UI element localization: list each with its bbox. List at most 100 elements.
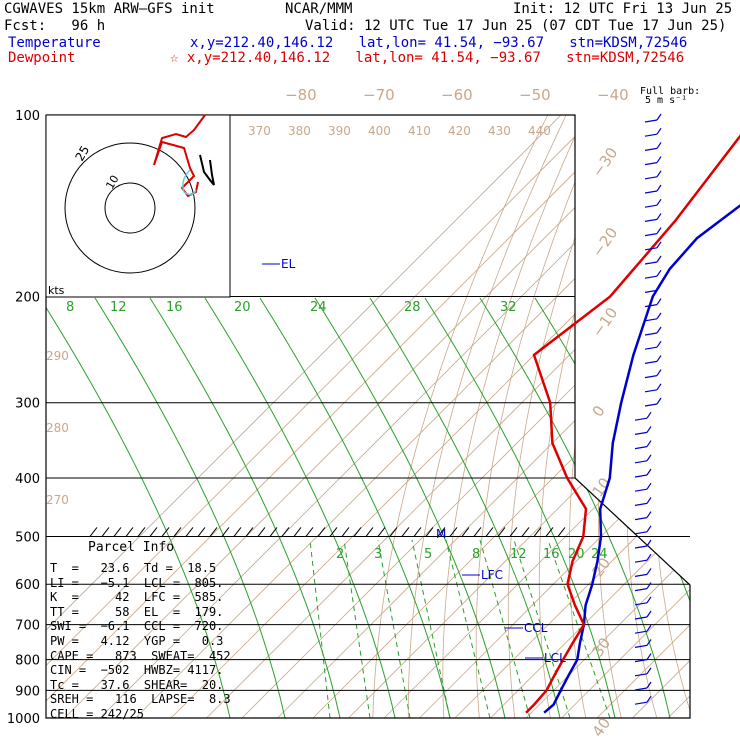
wind-barb-flag [646,639,652,646]
isotherm-line [419,115,690,718]
pressure-tick-label: 1000 [7,712,40,727]
isotherm-line [46,115,633,718]
dry-adiabat-line [442,115,585,718]
wind-barb-flag [656,355,662,362]
hatch-mark [425,527,434,537]
hatch-mark [317,527,326,537]
wind-barb [644,119,658,123]
wind-barb-flag [656,369,662,376]
wind-barb [644,261,658,265]
parcel-info-row: SREH = 116 LAPSE= 8.3 [50,692,231,707]
isotherm-line [490,115,690,718]
wind-barb [644,389,658,393]
isotherm-label: −20 [589,224,622,260]
hodograph-ring [104,182,156,234]
mixing-ratio-label: 20 [234,300,251,315]
moist-adiabat-line [46,297,231,718]
parcel-info-row: SWI = −6.1 CCL = 720. [50,619,224,634]
wind-barb-flag [656,127,662,135]
mixing-ratio-line [547,539,611,718]
moist-adiabat-line [204,297,396,718]
hodograph-ring-label: 10 [103,173,121,192]
wind-barbs [634,113,662,705]
mixing-ratio-label: 32 [500,300,517,315]
isotherm-line [667,115,690,718]
theta-e-label: 280 [46,421,69,435]
hatch-mark [509,527,518,537]
hatch-mark [353,527,362,537]
wind-barb-flag [656,397,662,405]
dry-adiabat-line [538,115,640,718]
hatch-mark [89,527,98,537]
wind-barb-flag [656,227,662,234]
dewpoint-trace [525,134,740,714]
hatch-mark [149,527,158,537]
annotations: EL LFC CCL LCL M [262,257,566,665]
hatch-mark [293,527,302,537]
isotherm-line [64,115,668,718]
temperature-legend: Temperature [8,35,101,51]
mixing-ratio-label: 24 [310,300,327,315]
hatch-mark [437,527,446,537]
isotherm-line [206,115,690,718]
wind-barb [644,176,658,180]
wind-barb [644,275,658,279]
parcel-info-row: LI = −5.1 LCL = 805. [50,575,224,590]
moist-adiabat-line [424,297,616,718]
hatch-mark [557,527,566,537]
theta-label: 430 [488,124,511,138]
dewpoint-info: ☆ x,y=212.40,146.12 lat,lon= 41.54, −93.… [170,50,685,66]
hatch-mark [341,527,350,537]
wind-barb [634,616,648,620]
theta-label: 420 [448,124,471,138]
wind-barb-flag [656,184,662,192]
wind-barb [634,417,648,421]
wind-barb-flag [656,298,662,305]
wind-barb-flag [646,568,652,575]
wind-barb [634,474,648,478]
hatch-mark [377,527,386,537]
isotherm-line [241,115,690,718]
annotation-label-lfc: LFC [481,568,503,582]
isotherm-line [46,115,562,718]
hodograph-trace-recent [199,154,215,186]
mixing-ratio-label: 12 [110,300,127,315]
hatch-mark [389,527,398,537]
theta-label: 410 [408,124,431,138]
hatch-mark [209,527,218,537]
theta-e-label: 290 [46,349,69,363]
theta-label: 440 [528,124,551,138]
wind-barb [644,204,658,208]
isotherm-line [46,115,597,718]
moist-adiabat-line [259,297,451,718]
parcel-info-row: CIN = −502 HWBZ= 4117. [50,663,224,678]
wind-barb [644,247,658,251]
temperature-info: x,y=212.40,146.12 lat,lon= 41.54, −93.67… [190,35,688,51]
isotherm-label: −30 [589,144,622,180]
hatch-mark [173,527,182,537]
wind-barb [644,375,658,379]
wind-barb-flag [646,454,652,462]
wind-barb-flag [646,596,652,604]
hatch-mark [221,527,230,537]
wind-barb-flag [656,312,662,320]
wind-barb [644,360,658,364]
hatch-mark [449,527,458,537]
hatch-mark [101,527,110,537]
temperature-trace [543,204,740,714]
wind-barb-flag [646,695,652,703]
wind-barb [634,559,648,563]
mixing-ratio-label: 16 [166,300,183,315]
barb-legend-units: 5 m s⁻¹ [645,95,688,106]
wind-barb [644,133,658,137]
wind-barb-flag [646,511,652,518]
moist-adiabat-line [149,297,341,718]
pressure-tick-label: 200 [15,291,40,306]
hatch-mark [233,527,242,537]
wind-barb-flag [646,610,652,618]
pressure-tick-label: 700 [15,619,40,634]
mixing-ratio-label: 28 [404,300,421,315]
mixing-ratio-line [343,539,371,718]
wind-barb-flag [646,624,652,632]
annotation-label-m: M [436,527,446,541]
